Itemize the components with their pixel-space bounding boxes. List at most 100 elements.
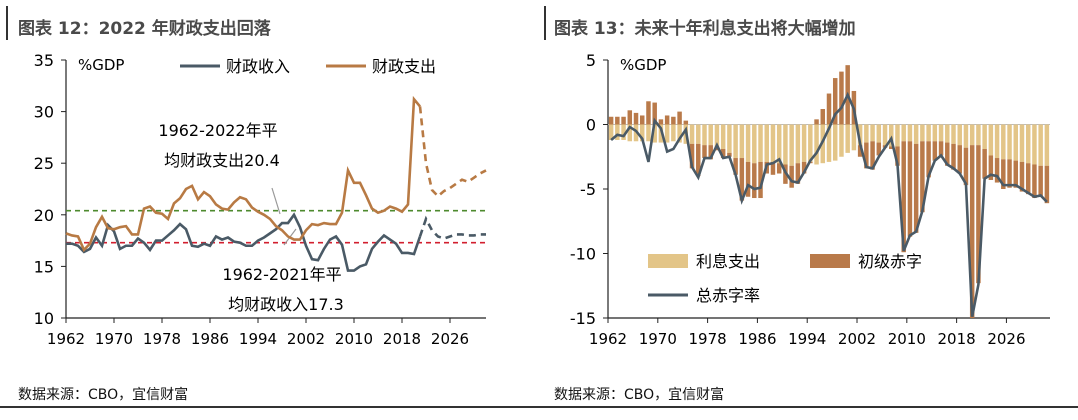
interest-bar [1019,124,1025,162]
primary-deficit-bar [1013,160,1019,188]
interest-bar [646,124,651,142]
x-tick-label: 1978 [689,330,727,348]
x-tick-label: 1986 [738,330,776,348]
primary-deficit-bar [801,161,807,174]
y-tick-label: 35 [34,51,54,70]
legend-primary-deficit-label: 初级赤字 [858,252,922,271]
primary-deficit-bar [920,141,925,213]
primary-deficit-bar [683,120,689,125]
primary-deficit-bar [720,149,726,159]
primary-deficit-bar [658,119,664,125]
legend-interest-swatch [648,254,688,268]
interest-bar [671,124,676,142]
primary-deficit-bar [671,116,676,125]
legend-total-deficit-label: 总赤字率 [696,286,760,305]
interest-bar [1013,124,1019,161]
primary-deficit-bar [857,145,863,157]
annotation-revenue-line2: 均财政收入17.3 [228,295,344,314]
x-tick-label: 2018 [938,330,976,348]
left-chart: 10 15 20 25 30 35 1962 1970 1978 1986 1994 2002 2010… [34,51,487,348]
left-source-note: 数据来源：CBO，宜信财富 [18,387,189,403]
revenue-series-line [66,212,422,272]
interest-bar [764,124,769,162]
primary-deficit-bar [739,158,745,201]
x-tick-label: 2018 [383,330,421,348]
primary-deficit-bar [963,147,969,186]
interest-bar [976,124,981,146]
primary-deficit-bar [702,145,707,159]
interest-bar [789,124,794,166]
primary-deficit-bar [951,143,956,170]
interest-bar [664,124,670,143]
annotation-pointer-expenditure [271,187,281,215]
x-tick-label: 2010 [335,330,373,348]
x-tick-label: 2002 [287,330,325,348]
interest-bar [895,124,900,147]
y-axis-unit-label: %GDP [620,56,666,74]
interest-bar [951,124,956,144]
interest-bar [652,124,657,143]
interest-bar [839,124,844,157]
primary-deficit-bar [727,152,732,157]
primary-deficit-bar [870,141,875,170]
interest-bar [758,124,763,162]
primary-deficit-bar [627,110,633,125]
primary-deficit-bar [714,146,720,151]
interest-bar [1044,124,1050,166]
y-tick-label: -5 [580,180,596,199]
legend-primary-deficit-swatch [810,254,850,268]
primary-deficit-bar [646,101,651,125]
x-tick-label: 1978 [143,330,181,348]
interest-bar [826,124,832,162]
primary-deficit-bar [901,141,906,253]
interest-bar [621,124,626,140]
primary-deficit-bar [696,143,701,177]
primary-deficit-bar [826,93,832,125]
interest-bar [932,124,938,142]
primary-deficit-bar [745,161,751,197]
interest-bar [739,124,745,159]
bottom-rule [0,406,1078,408]
primary-deficit-bar [932,141,938,161]
y-tick-label: 30 [34,103,54,122]
interest-bar [745,124,751,162]
primary-deficit-bar [907,141,913,237]
right-chart-title: 图表 13：未来十年利息支出将大幅增加 [554,19,856,39]
primary-deficit-bar [789,165,794,188]
interest-bar [907,124,913,142]
interest-bar [770,124,776,162]
interest-bar [963,124,969,148]
interest-bar [689,124,695,144]
interest-bar [969,124,975,146]
interest-bar [889,124,894,147]
primary-deficit-bar [1025,163,1031,195]
interest-bar [1032,124,1037,165]
primary-deficit-bar [1038,165,1043,197]
primary-deficit-bar [621,116,626,125]
interest-bar [1025,124,1031,164]
expenditure-series-line [65,95,422,253]
primary-deficit-bar [988,155,994,180]
y-tick-label: 5 [586,51,596,70]
primary-deficit-bar [926,141,931,178]
x-tick-label: 1986 [191,330,229,348]
primary-deficit-bar [689,143,695,169]
primary-deficit-bar [945,142,950,166]
interest-bar [1001,124,1006,160]
interest-bar [615,124,620,140]
primary-deficit-bar [832,78,838,125]
primary-deficit-bar [652,102,657,125]
y-axis-unit-label: %GDP [78,56,124,74]
interest-bar [658,124,664,143]
interest-bar [988,124,994,156]
primary-deficit-bar [608,116,614,125]
interest-bar [727,124,732,153]
primary-deficit-bar [1001,159,1006,189]
x-tick-label: 2010 [888,330,926,348]
interest-bar [851,124,857,151]
primary-deficit-bar [976,145,981,284]
interest-bar [945,124,950,143]
legend-interest-label: 利息支出 [696,252,760,271]
primary-deficit-bar [839,71,844,125]
interest-bar [776,124,782,164]
